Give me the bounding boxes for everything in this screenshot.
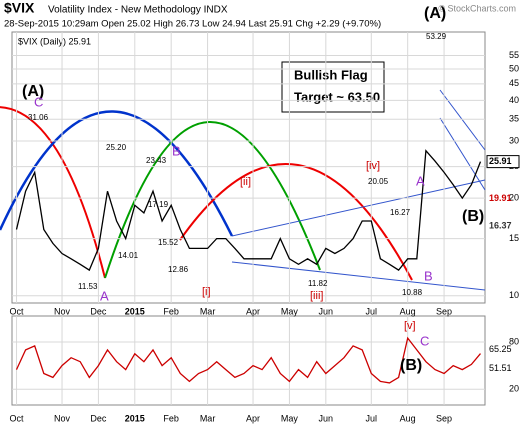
callout-box — [281, 61, 385, 113]
annotation: (A) — [22, 83, 44, 100]
annotation: [iv] — [366, 160, 380, 172]
annotation: 20.05 — [368, 177, 389, 186]
cycle-arc — [179, 162, 413, 281]
annotation: 17.19 — [148, 200, 169, 209]
price-label: 19.91 — [489, 193, 512, 203]
x-tick-label: Nov — [54, 306, 71, 316]
x-tick-label: Feb — [163, 306, 179, 316]
annotation: 14.01 — [118, 251, 139, 260]
y-tick-label: 50 — [509, 63, 519, 73]
annotation: 23.43 — [146, 156, 167, 165]
x-tick-label: Nov — [54, 413, 71, 423]
y-tick-label: 40 — [509, 95, 519, 105]
y-tick-label: 35 — [509, 114, 519, 124]
y-tick-label: 10 — [509, 290, 519, 300]
annotation: [ii] — [240, 176, 251, 188]
price-label: 16.37 — [489, 221, 512, 231]
x-tick-label: Oct — [10, 306, 25, 316]
series-line — [15, 149, 482, 272]
legend: $VIX (Daily) 25.91 — [18, 36, 91, 46]
annotation: (B) — [462, 208, 484, 225]
annotation: C — [34, 94, 43, 109]
y-tick-label: 80 — [509, 336, 519, 346]
x-tick-label: Jun — [319, 413, 334, 423]
cycle-arc — [0, 106, 106, 279]
annotation: [v] — [404, 320, 416, 332]
y-tick-label: 20 — [509, 192, 519, 202]
x-tick-label: Jun — [319, 306, 334, 316]
annotation: A — [416, 173, 425, 188]
price-tag — [486, 155, 520, 169]
index-name: Volatility Index - New Methodology INDX — [48, 5, 228, 16]
source: © StockCharts.com — [438, 3, 516, 13]
annotation: 31.06 — [28, 113, 49, 122]
x-tick-label: Dec — [90, 306, 107, 316]
y-tick-label: 55 — [509, 50, 519, 60]
x-tick-label: May — [281, 413, 299, 423]
annotation: B — [172, 143, 181, 158]
rsi-label: 65.25 — [489, 344, 512, 354]
y-tick-label: 45 — [509, 78, 519, 88]
series-line — [15, 336, 481, 384]
symbol: $VIX — [4, 0, 35, 16]
callout: Target ~ 63.50 — [294, 89, 380, 104]
annotation: 25.20 — [106, 143, 127, 152]
y-tick-label: 20 — [509, 384, 519, 394]
x-tick-label: Apr — [246, 306, 260, 316]
price-label: 25.91 — [489, 156, 512, 166]
x-tick-label: Sep — [436, 413, 452, 423]
cycle-arc — [0, 110, 234, 237]
annotation: [iii] — [310, 290, 323, 302]
annotation: [i] — [202, 286, 211, 298]
x-tick-label: Feb — [163, 413, 179, 423]
annotation: A — [100, 288, 109, 303]
annotation: (A) — [424, 5, 446, 22]
rsi-frame — [11, 315, 486, 406]
annotation: B — [424, 268, 433, 283]
annotation: C — [420, 333, 429, 348]
annotation: 16.27 — [390, 208, 411, 217]
x-tick-label: Aug — [400, 306, 416, 316]
quote: 28-Sep-2015 10:29am Open 25.02 High 26.7… — [4, 19, 381, 30]
annotation: 11.53 — [78, 282, 98, 291]
x-tick-label: Mar — [200, 306, 216, 316]
trend-line — [231, 89, 486, 291]
price-frame — [11, 31, 486, 304]
cycle-arc — [104, 121, 321, 279]
x-tick-label: Apr — [246, 413, 260, 423]
x-tick-label: Jul — [366, 306, 378, 316]
x-tick-label: May — [281, 306, 299, 316]
x-tick-label: Oct — [10, 413, 25, 423]
x-tick-label: Aug — [400, 413, 416, 423]
x-tick-label: Mar — [200, 413, 216, 423]
x-tick-label: Jul — [366, 413, 378, 423]
x-tick-label: Dec — [90, 413, 107, 423]
rsi-label: 51.51 — [489, 363, 512, 373]
annotation: 12.86 — [168, 265, 189, 274]
annotation: 53.29 — [426, 32, 447, 41]
x-tick-label: 2015 — [125, 413, 145, 423]
callout: Bullish Flag — [294, 67, 368, 82]
annotation: (B) — [400, 357, 422, 374]
y-tick-label: 30 — [509, 135, 519, 145]
annotation: 10.88 — [402, 288, 423, 297]
x-tick-label: Sep — [436, 306, 452, 316]
x-tick-label: 2015 — [125, 306, 145, 316]
annotation: 15.52 — [158, 238, 179, 247]
annotation: 11.82 — [308, 279, 328, 288]
y-tick-label: 15 — [509, 233, 519, 243]
